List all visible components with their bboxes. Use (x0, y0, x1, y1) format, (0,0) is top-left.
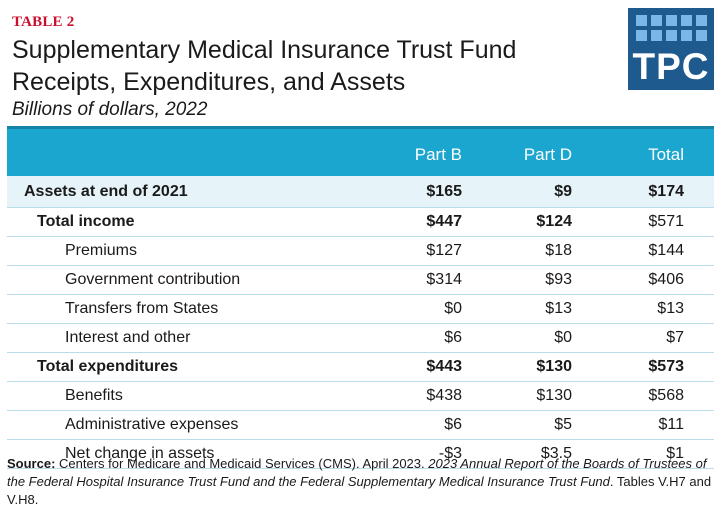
page-title: Supplementary Medical Insurance Trust Fu… (12, 36, 517, 96)
table-row: Assets at end of 2021 $165 $9 $174 (7, 176, 714, 208)
cell-part-d: $13 (545, 300, 572, 317)
row-label: Assets at end of 2021 (24, 183, 188, 200)
row-label: Government contribution (65, 271, 241, 288)
row-label: Benefits (65, 387, 123, 404)
cell-part-b: $447 (426, 213, 462, 230)
cell-part-d: $3.5 (540, 445, 572, 462)
row-label: Net change in assets (65, 445, 215, 462)
cell-total: $174 (648, 183, 684, 200)
cell-part-b: -$3 (438, 445, 462, 462)
cell-part-d: $130 (536, 358, 572, 375)
cell-part-b: $6 (444, 416, 462, 433)
table-row: Government contribution $314 $93 $406 (7, 266, 714, 295)
cell-total: $13 (657, 300, 684, 317)
table-tag: TABLE 2 (12, 14, 75, 30)
cell-total: $7 (666, 329, 684, 346)
source-note: Source: Centers for Medicare and Medicai… (7, 455, 714, 509)
cell-part-b: $127 (426, 242, 462, 259)
table-row: Total income $447 $124 $571 (7, 208, 714, 237)
cell-part-b: $6 (444, 329, 462, 346)
column-header-part-d: Part D (523, 145, 572, 164)
cell-part-b: $314 (426, 271, 462, 288)
source-tables: . Tables V.H7 and V.H8. (7, 474, 712, 507)
cell-part-b: $165 (426, 183, 462, 200)
page-subtitle: Billions of dollars, 2022 (12, 99, 208, 120)
row-label: Total expenditures (37, 358, 179, 375)
cell-part-d: $9 (554, 183, 572, 200)
row-label: Transfers from States (65, 300, 219, 317)
table-row: Net change in assets -$3 $3.5 $1 (7, 440, 714, 469)
column-header-part-b: Part B (414, 145, 462, 164)
table-row: Benefits $438 $130 $568 (7, 382, 714, 411)
cell-part-b: $438 (426, 387, 462, 404)
cell-part-d: $0 (554, 329, 572, 346)
row-label: Administrative expenses (65, 416, 239, 433)
source-text: Centers for Medicare and Medicaid Servic… (59, 456, 425, 471)
cell-part-d: $124 (536, 213, 572, 230)
column-header-total: Total (648, 145, 684, 164)
cell-part-d: $18 (545, 242, 572, 259)
logo-text: TPC (632, 46, 710, 87)
cell-total: $573 (648, 358, 684, 375)
table-header: Part B Part D Total (7, 126, 714, 176)
cell-part-d: $5 (554, 416, 572, 433)
cell-part-b: $0 (444, 300, 462, 317)
data-table: Part B Part D Total Assets at end of 202… (7, 126, 714, 469)
row-label: Premiums (65, 242, 138, 259)
row-label: Interest and other (65, 329, 191, 346)
table-row: Administrative expenses $6 $5 $11 (7, 411, 714, 440)
source-label: Source: (7, 456, 56, 471)
cell-total: $1 (666, 445, 684, 462)
logo-grid-icon (636, 15, 707, 41)
cell-total: $568 (648, 387, 684, 404)
table-row: Total expenditures $443 $130 $573 (7, 353, 714, 382)
cell-total: $144 (648, 242, 684, 259)
table-row: Interest and other $6 $0 $7 (7, 324, 714, 353)
cell-part-d: $93 (545, 271, 572, 288)
cell-total: $406 (648, 271, 684, 288)
source-report-title: 2023 Annual Report of the Boards of Trus… (7, 456, 707, 489)
cell-part-b: $443 (426, 358, 462, 375)
cell-total: $11 (658, 416, 684, 433)
cell-part-d: $130 (536, 387, 572, 404)
table-row: Transfers from States $0 $13 $13 (7, 295, 714, 324)
cell-total: $571 (648, 213, 684, 230)
row-label: Total income (37, 213, 135, 230)
tpc-logo: TPC (628, 8, 714, 90)
table-row: Premiums $127 $18 $144 (7, 237, 714, 266)
